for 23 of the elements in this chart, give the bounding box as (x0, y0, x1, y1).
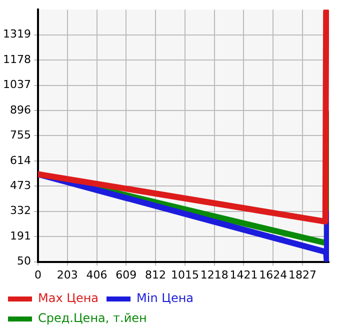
x-tick-label: 1827 (288, 268, 317, 282)
y-tick-label: 1037 (2, 78, 31, 92)
x-tick-label: 406 (86, 268, 108, 282)
x-tick-label: 1218 (200, 268, 228, 282)
legend-label: Сред.Цена, т.йен (38, 311, 147, 326)
y-tick-label: 191 (10, 229, 31, 242)
legend-label: Min Цена (136, 291, 194, 306)
x-tick-label: 609 (116, 268, 137, 282)
y-tick-label: 896 (10, 103, 31, 116)
y-tick-label: 50 (16, 254, 31, 268)
x-tick-label: 1421 (230, 268, 258, 282)
x-tick-label: 812 (145, 268, 166, 282)
y-tick-label: 473 (10, 179, 31, 192)
y-tick-label: 332 (10, 204, 31, 218)
y-tick-label: 1319 (2, 28, 31, 41)
y-tick-label: 1178 (2, 52, 31, 66)
legend-label: Max Цена (38, 291, 99, 306)
x-tick-label: 1015 (170, 268, 199, 282)
y-tick-label: 755 (10, 128, 31, 142)
x-tick-label: 0 (34, 268, 42, 282)
x-tick-label: 1624 (259, 268, 288, 282)
x-tick-label: 203 (56, 268, 78, 282)
y-tick-label: 614 (10, 154, 31, 167)
